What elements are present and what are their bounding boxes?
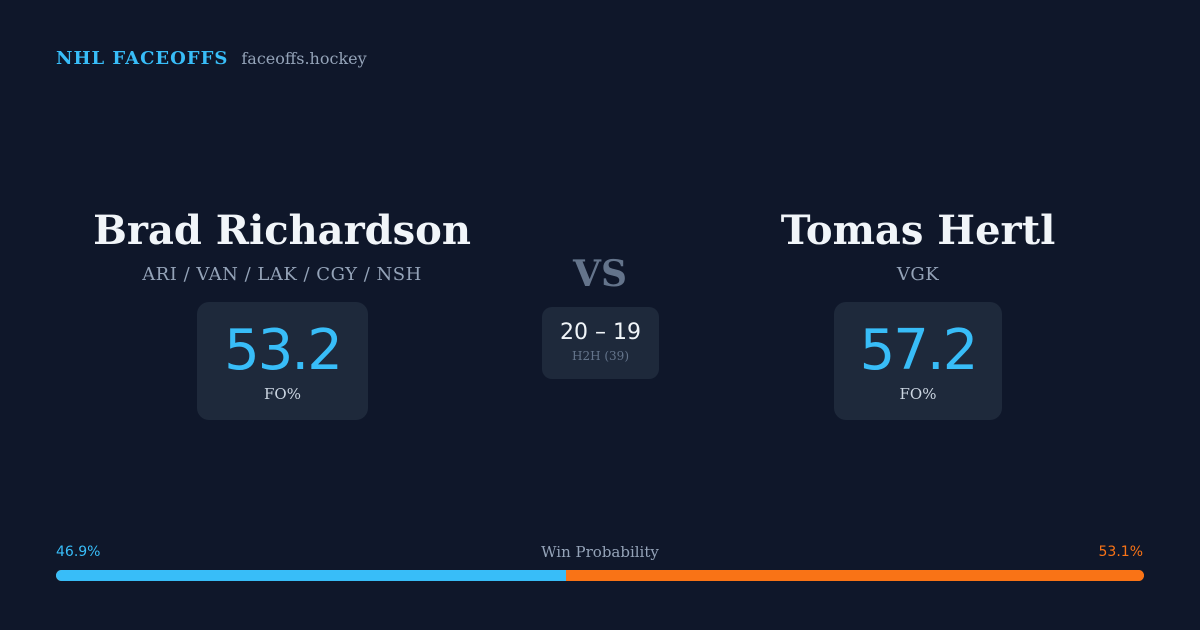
player-left-fo-value: 53.2 [224,318,343,383]
player-left-fo-label: FO% [264,385,301,403]
win-probability-right-label: 53.1% [1098,544,1143,560]
player-left: Brad Richardson ARI / VAN / LAK / CGY / … [32,205,532,287]
player-right-fo-value: 57.2 [859,318,979,383]
player-left-teams: ARI / VAN / LAK / CGY / NSH [142,264,422,285]
player-right-name: Tomas Hertl [780,207,1056,254]
player-left-name: Brad Richardson [93,207,471,254]
win-probability-title: Win Probability [541,543,659,561]
player-right: Tomas Hertl VGK [668,205,1168,287]
brand-title: NHL FACEOFFS [56,48,229,69]
player-right-fo-card: 57.2 FO% [834,302,1002,420]
player-left-fo-card: 53.2 FO% [197,302,368,420]
head-to-head-label: H2H (39) [571,349,629,363]
player-right-fo-label: FO% [899,385,937,403]
win-probability-bar [56,570,1144,581]
win-probability-left-label: 46.9% [56,544,101,560]
player-right-teams: VGK [896,264,940,285]
win-probability-bar-left [56,570,567,581]
head-to-head-score: 20 – 19 [560,320,641,345]
brand-domain: faceoffs.hockey [241,49,367,68]
vs-label: VS [573,253,627,295]
head-to-head-card: 20 – 19 H2H (39) [542,307,659,379]
win-probability-bar-right [566,570,1144,581]
brand-header: NHL FACEOFFS faceoffs.hockey [56,48,367,69]
